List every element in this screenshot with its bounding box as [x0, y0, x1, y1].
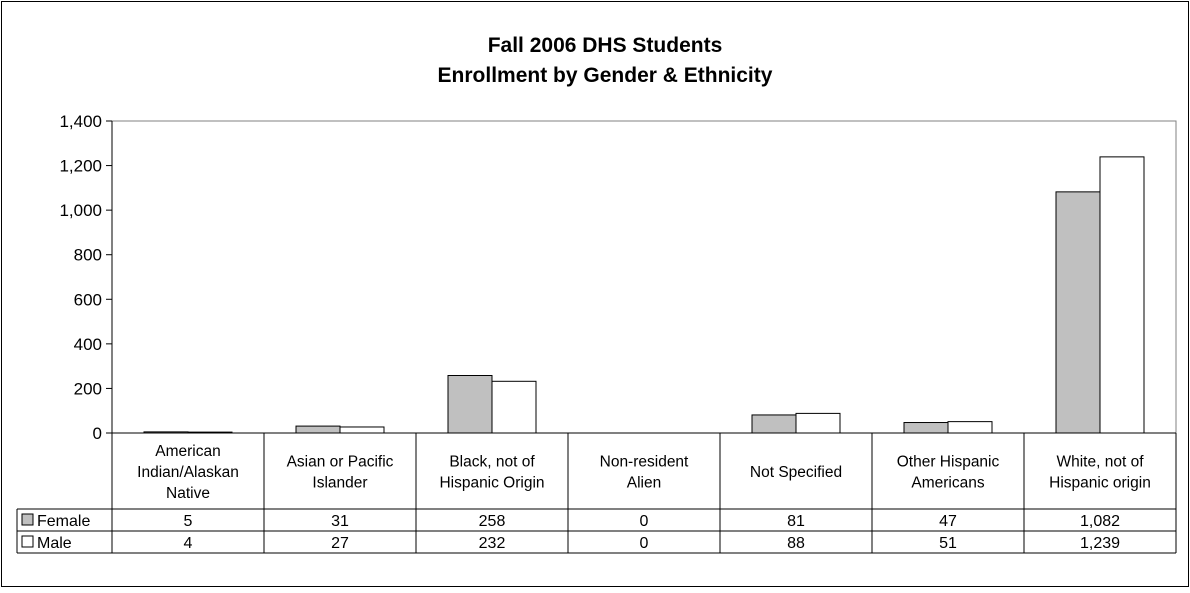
category-label-2-0: Black, not of — [449, 454, 535, 471]
legend-key-male — [21, 535, 34, 548]
category-label-6-1: Hispanic origin — [1049, 475, 1151, 492]
y-axis: 0 200 400 600 800 1,000 1,200 1,400 — [59, 112, 113, 443]
table-value-male-1: 27 — [331, 535, 349, 552]
legend-key-female — [21, 513, 34, 526]
bar-female-4 — [751, 414, 797, 434]
table-value-female-2: 258 — [479, 513, 506, 530]
table-value-female-5: 47 — [939, 513, 957, 530]
table-value-female-0: 5 — [184, 513, 193, 530]
y-tick-label-3: 600 — [74, 290, 102, 309]
plot-border — [112, 120, 1177, 433]
table-value-male-2: 232 — [479, 535, 506, 552]
bar-male-1 — [339, 426, 385, 434]
bar-female-1 — [295, 425, 341, 434]
table-value-female-6: 1,082 — [1080, 513, 1120, 530]
category-label-0-1: Indian/Alaskan — [137, 464, 239, 481]
data-table: American Indian/Alaskan Native Asian or Pac… — [16, 432, 1177, 554]
y-tick-label-7: 1,400 — [59, 112, 102, 131]
legend-label-male: Male — [37, 535, 72, 552]
chart-title: Fall 2006 DHS Students — [488, 34, 723, 57]
y-tick-label-6: 1,200 — [59, 157, 102, 176]
category-label-0-2: Native — [166, 485, 210, 502]
y-tick-label-0: 0 — [93, 424, 102, 443]
bar-male-4 — [795, 412, 841, 434]
table-value-female-1: 31 — [331, 513, 349, 530]
y-tick-label-1: 200 — [74, 379, 102, 398]
bar-female-2 — [447, 375, 493, 434]
table-value-male-0: 4 — [184, 535, 193, 552]
table-value-male-5: 51 — [939, 535, 957, 552]
category-label-6-0: White, not of — [1056, 454, 1144, 471]
bar-male-2 — [491, 380, 537, 434]
category-label-1-1: Islander — [312, 475, 367, 492]
bar-male-5 — [947, 421, 993, 434]
category-label-3-0: Non-resident — [600, 454, 689, 471]
table-value-female-3: 0 — [640, 513, 649, 530]
category-label-1-0: Asian or Pacific — [287, 454, 394, 471]
table-value-male-6: 1,239 — [1080, 535, 1120, 552]
y-tick-label-2: 400 — [74, 335, 102, 354]
chart-subtitle: Enrollment by Gender & Ethnicity — [438, 64, 773, 87]
category-label-5-0: Other Hispanic — [897, 454, 1000, 471]
y-tick-label-5: 1,000 — [59, 201, 102, 220]
bar-female-6 — [1055, 191, 1101, 434]
bar-female-5 — [903, 422, 949, 434]
table-value-male-3: 0 — [640, 535, 649, 552]
y-tick-label-4: 800 — [74, 246, 102, 265]
table-value-male-4: 88 — [787, 535, 805, 552]
category-label-3-1: Alien — [627, 475, 661, 492]
legend-label-female: Female — [37, 513, 90, 530]
category-label-0-0: American — [155, 443, 220, 460]
bar-male-6 — [1099, 156, 1145, 434]
table-value-female-4: 81 — [787, 513, 805, 530]
category-label-5-1: Americans — [911, 475, 984, 492]
category-label-2-1: Hispanic Origin — [439, 475, 544, 492]
category-label-4-0: Not Specified — [750, 464, 842, 481]
